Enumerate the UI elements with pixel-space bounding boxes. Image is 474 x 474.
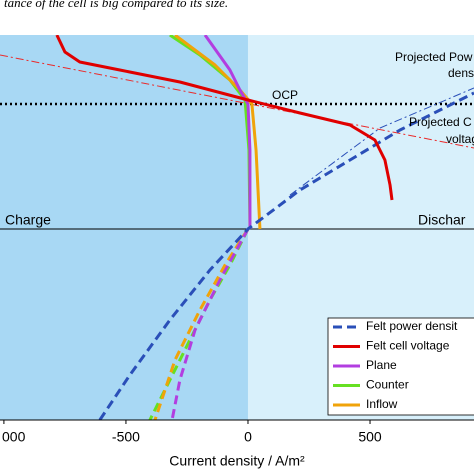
legend-label: Inflow bbox=[366, 397, 398, 411]
series-line bbox=[98, 91, 474, 420]
x-tick-label: 000 bbox=[2, 429, 26, 445]
legend-label: Counter bbox=[366, 378, 409, 392]
series-line bbox=[0, 54, 474, 149]
annotation: Charge bbox=[5, 212, 51, 228]
reference-label: OCP bbox=[272, 88, 298, 102]
chart-title: tance of the cell is big compared to its… bbox=[4, 0, 228, 10]
annotation: voltag bbox=[446, 132, 474, 146]
charge-region bbox=[0, 35, 248, 420]
annotation: Projected Pow bbox=[395, 50, 473, 64]
series-line bbox=[289, 87, 474, 196]
x-tick-label: 0 bbox=[244, 429, 252, 445]
series-line bbox=[170, 228, 250, 420]
x-axis-label: Current density / A/m² bbox=[169, 453, 305, 469]
series-line bbox=[55, 35, 394, 201]
legend-label: Felt power densit bbox=[366, 319, 458, 333]
plot-area bbox=[0, 35, 474, 420]
legend: Felt power densit Felt cell voltage Plane C… bbox=[327, 317, 474, 416]
x-tick-label: -500 bbox=[112, 429, 140, 445]
annotation: Projected C bbox=[409, 115, 472, 129]
series-line bbox=[203, 35, 252, 229]
legend-label: Plane bbox=[366, 358, 397, 372]
annotation: Dischar bbox=[418, 212, 466, 228]
legend-label: Felt cell voltage bbox=[366, 339, 450, 353]
annotation: dens bbox=[448, 66, 474, 80]
series-line bbox=[174, 35, 262, 230]
series-line bbox=[153, 228, 250, 420]
x-tick-label: 500 bbox=[358, 429, 382, 445]
